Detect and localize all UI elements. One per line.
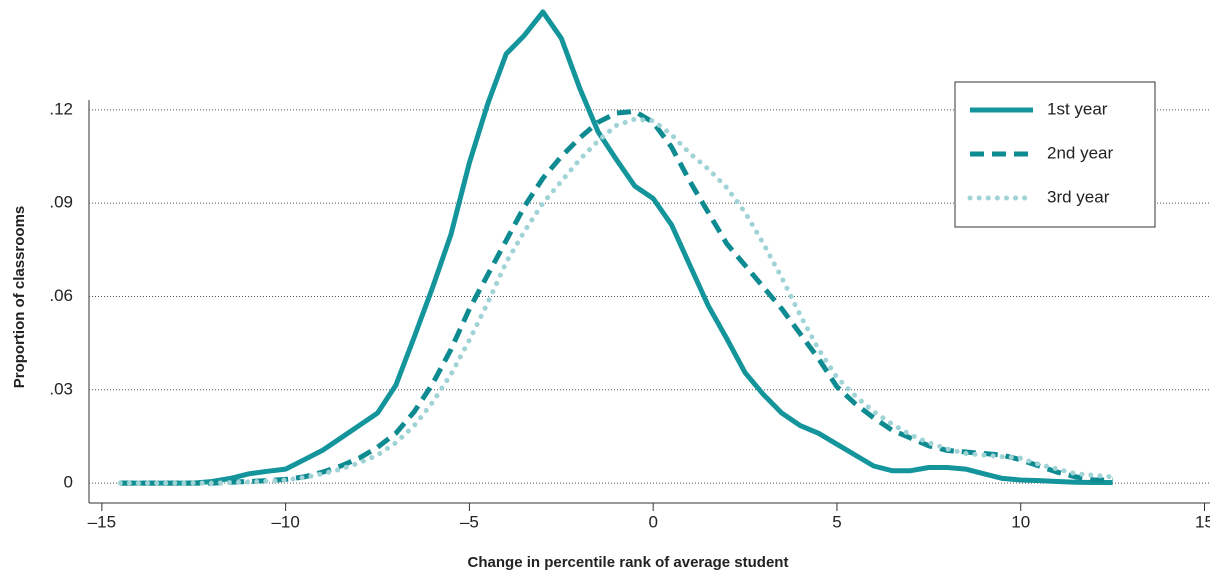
x-tick-label: 0 <box>648 512 657 531</box>
data-line <box>117 116 1116 486</box>
y-axis-title: Proportion of classrooms <box>11 206 28 389</box>
y-tick-label: 0 <box>64 473 73 492</box>
y-tick-label: .12 <box>49 99 73 118</box>
x-tick-label: –15 <box>88 512 116 531</box>
legend-box <box>954 81 1156 228</box>
x-tick-label: –10 <box>271 512 299 531</box>
x-tick-label: 10 <box>1011 512 1030 531</box>
legend-label: 3rd year <box>1047 187 1110 206</box>
legend-label: 1st year <box>1047 99 1108 118</box>
y-tick-label: .03 <box>49 379 73 398</box>
x-axis-title: Change in percentile rank of average stu… <box>468 554 789 571</box>
x-tick-label: 15 <box>1195 512 1210 531</box>
x-tick-label: –5 <box>460 512 479 531</box>
data-line <box>120 9 1113 486</box>
x-tick-label: 5 <box>832 512 841 531</box>
legend-label: 2nd year <box>1047 143 1113 162</box>
y-tick-label: .09 <box>49 193 73 212</box>
y-tick-label: .06 <box>49 286 73 305</box>
